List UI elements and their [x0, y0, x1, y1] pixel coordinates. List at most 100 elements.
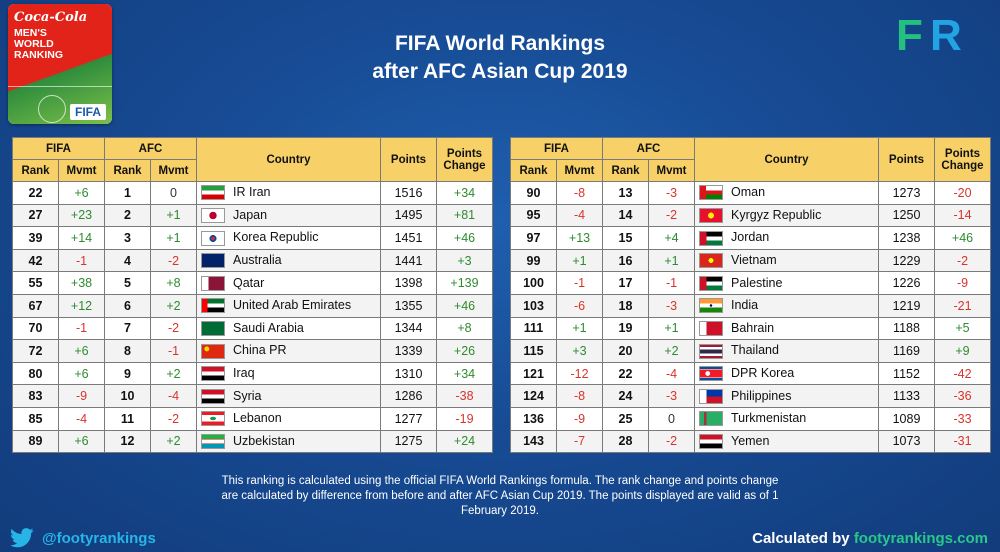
country-name: Thailand: [731, 343, 779, 358]
fifa-rank-cell: 67: [12, 293, 59, 318]
country-cell: Palestine: [694, 271, 879, 295]
table-row: 39 +14 3 +1 Korea Republic 1451 +46: [12, 226, 493, 250]
points-change-cell: -2: [934, 248, 991, 273]
afc-rank-cell: 5: [104, 271, 151, 295]
country-cell: Bahrain: [694, 316, 879, 341]
afc-rank-cell: 11: [104, 406, 151, 431]
afc-rank-cell: 8: [104, 339, 151, 363]
oman-flag-icon: [699, 185, 723, 201]
china-flag-icon: [201, 343, 225, 359]
country-cell: Syria: [196, 384, 381, 408]
afc-mvmt-cell: -2: [648, 203, 695, 228]
credit-site-link[interactable]: footyrankings.com: [853, 530, 988, 547]
fifa-mvmt-cell: +12: [58, 293, 105, 318]
points-change-cell: +9: [934, 339, 991, 363]
country-cell: Uzbekistan: [196, 429, 381, 454]
points-change-cell: -19: [436, 406, 493, 431]
fifa-rank-cell: 115: [510, 339, 557, 363]
title-line-2: after AFC Asian Cup 2019: [372, 60, 628, 83]
afc-rank-cell: 22: [602, 361, 649, 386]
fifa-rank-cell: 85: [12, 406, 59, 431]
table-row: 83 -9 10 -4 Syria 1286 -38: [12, 384, 493, 408]
syria-flag-icon: [201, 388, 225, 404]
country-name: DPR Korea: [731, 365, 795, 380]
country-name: IR Iran: [233, 185, 271, 200]
fifa-mvmt-cell: -7: [556, 429, 603, 454]
fifa-rank-cell: 39: [12, 226, 59, 250]
credit-prefix: Calculated by: [752, 530, 854, 547]
points-change-cell: -20: [934, 181, 991, 205]
afc-rank-cell: 24: [602, 384, 649, 408]
points-change-cell: +26: [436, 339, 493, 363]
afc-mvmt-cell: +2: [150, 293, 197, 318]
points-cell: 1441: [380, 248, 437, 273]
yemen-flag-icon: [699, 433, 723, 449]
header-country: Country: [196, 137, 381, 182]
rankings-table: FIFA AFC Country Points Points Change Ra…: [12, 137, 493, 454]
afc-rank-cell: 16: [602, 248, 649, 273]
points-cell: 1226: [878, 271, 935, 295]
fifa-rank-cell: 90: [510, 181, 557, 205]
table-row: 22 +6 1 0 IR Iran 1516 +34: [12, 181, 493, 205]
points-cell: 1398: [380, 271, 437, 295]
header-fifa-mvmt: Mvmt: [556, 159, 603, 182]
points-change-cell: -36: [934, 384, 991, 408]
afc-rank-cell: 28: [602, 429, 649, 454]
table-row: 100 -1 17 -1 Palestine 1226 -9: [510, 271, 991, 295]
country-cell: Japan: [196, 203, 381, 228]
afc-rank-cell: 6: [104, 293, 151, 318]
country-cell: India: [694, 293, 879, 318]
fifa-mvmt-cell: -9: [556, 406, 603, 431]
country-name: Iraq: [233, 365, 255, 380]
points-change-cell: -38: [436, 384, 493, 408]
country-name: Turkmenistan: [731, 411, 807, 426]
table-body: 90 -8 13 -3 Oman 1273 -20 95 -4 14 -2 Kyrgyz Republ…: [510, 181, 991, 454]
afc-rank-cell: 18: [602, 293, 649, 318]
afc-mvmt-cell: -1: [150, 339, 197, 363]
fifa-mvmt-cell: +6: [58, 429, 105, 454]
points-change-cell: +46: [934, 226, 991, 250]
twitter-link[interactable]: @footyrankings: [10, 528, 156, 548]
uae-flag-icon: [201, 298, 225, 314]
afc-mvmt-cell: -4: [150, 384, 197, 408]
page-title: FIFA World Rankings after AFC Asian Cup …: [300, 30, 700, 86]
fifa-mvmt-cell: -12: [556, 361, 603, 386]
afc-mvmt-cell: +8: [150, 271, 197, 295]
country-name: Uzbekistan: [233, 433, 295, 448]
fifa-mvmt-cell: -9: [58, 384, 105, 408]
qatar-flag-icon: [201, 275, 225, 291]
fifa-rank-cell: 89: [12, 429, 59, 454]
table-row: 95 -4 14 -2 Kyrgyz Republic 1250 -14: [510, 203, 991, 228]
fifa-rank-cell: 55: [12, 271, 59, 295]
table-row: 72 +6 8 -1 China PR 1339 +26: [12, 339, 493, 363]
points-change-cell: -33: [934, 406, 991, 431]
saudi-flag-icon: [201, 320, 225, 336]
points-change-cell: +46: [436, 226, 493, 250]
country-cell: Thailand: [694, 339, 879, 363]
footer-bar: @footyrankings Calculated by footyrankin…: [0, 522, 1000, 552]
header-fifa: FIFA: [12, 137, 105, 160]
afc-rank-cell: 25: [602, 406, 649, 431]
country-name: China PR: [233, 343, 287, 358]
kyrgyz-flag-icon: [699, 207, 723, 223]
twitter-handle: @footyrankings: [42, 529, 156, 547]
header-afc: AFC: [602, 137, 695, 160]
points-cell: 1073: [878, 429, 935, 454]
header-points-change: Points Change: [436, 137, 493, 182]
fifa-mvmt-cell: -8: [556, 384, 603, 408]
header-points-change: Points Change: [934, 137, 991, 182]
country-name: Yemen: [731, 433, 770, 448]
fifa-rank-cell: 70: [12, 316, 59, 341]
afc-rank-cell: 9: [104, 361, 151, 386]
afc-mvmt-cell: +2: [150, 361, 197, 386]
country-cell: Iraq: [196, 361, 381, 386]
header-points-change-line-2: Change: [443, 159, 486, 172]
points-cell: 1089: [878, 406, 935, 431]
iran-flag-icon: [201, 185, 225, 201]
fifa-mvmt-cell: -1: [58, 248, 105, 273]
afc-mvmt-cell: +2: [150, 429, 197, 454]
logo-line: WORLD: [14, 38, 54, 50]
points-change-cell: +8: [436, 316, 493, 341]
header-points-change-line-2: Change: [941, 159, 984, 172]
korea-flag-icon: [201, 230, 225, 246]
